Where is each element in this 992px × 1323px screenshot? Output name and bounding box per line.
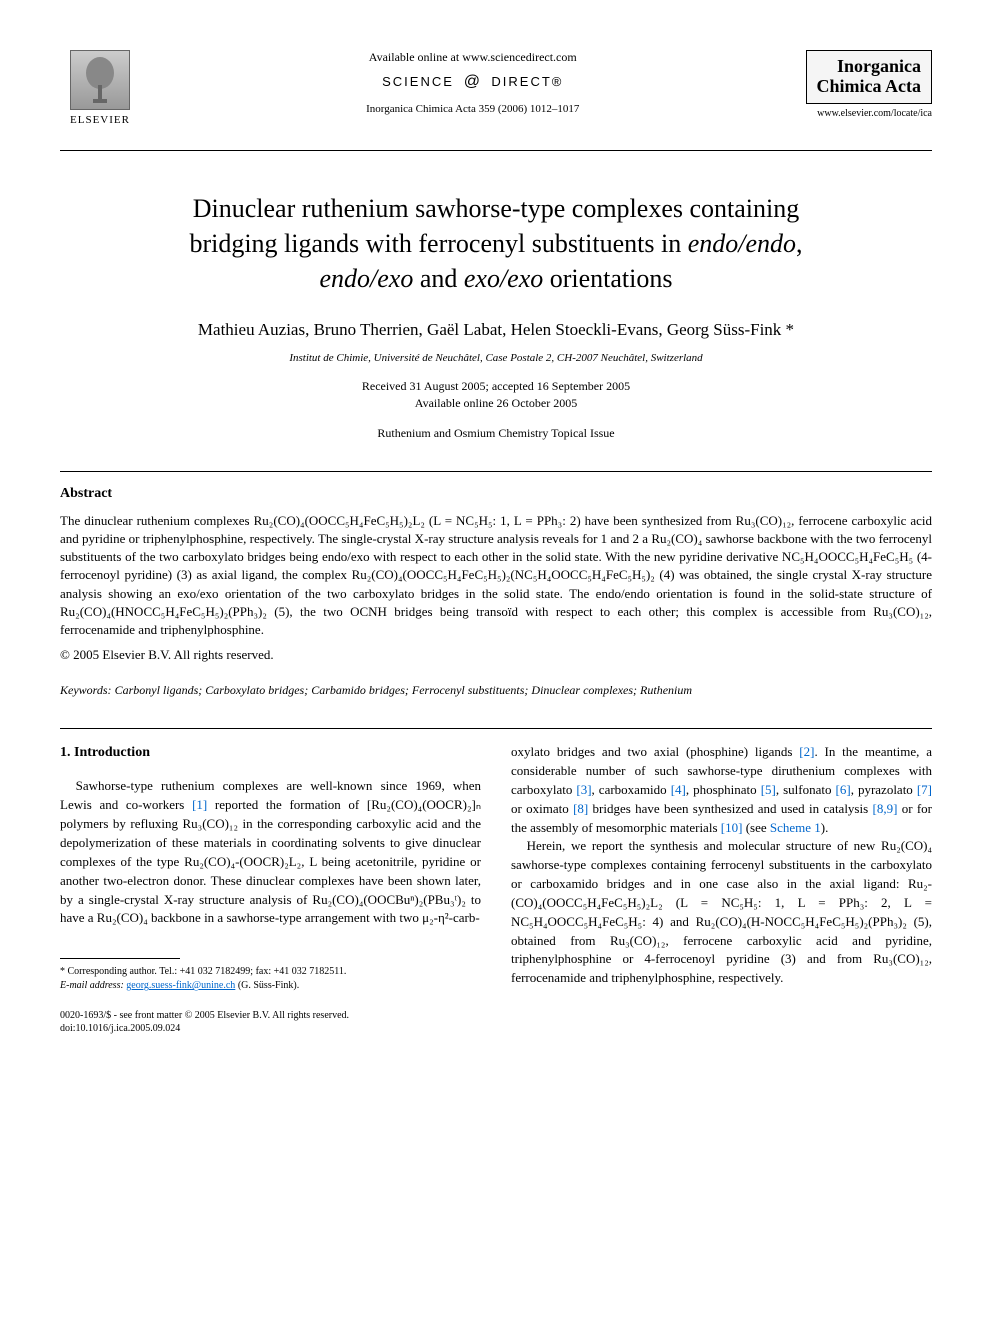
issn-line: 0020-1693/$ - see front matter © 2005 El… — [60, 1009, 481, 1022]
abstract-heading: Abstract — [60, 486, 932, 502]
intro-para-1-cont: oxylato bridges and two axial (phosphine… — [511, 743, 932, 837]
intro-para-1: Sawhorse-type ruthenium complexes are we… — [60, 777, 481, 928]
journal-url: www.elsevier.com/locate/ica — [806, 108, 932, 119]
title-endo-endo: endo/endo — [688, 229, 796, 258]
abstract-top-rule — [60, 471, 932, 472]
ref-5[interactable]: [5] — [761, 782, 776, 797]
intro-c2-e: , sulfonato — [776, 782, 836, 797]
publisher-logo: ELSEVIER — [60, 50, 140, 140]
title-exo-exo: exo/exo — [464, 264, 543, 293]
intro-para-2: Herein, we report the synthesis and mole… — [511, 837, 932, 988]
title-line2c: , — [796, 229, 803, 258]
email-label: E-mail address: — [60, 980, 124, 991]
intro-c2-h: bridges have been synthesized and used i… — [588, 801, 872, 816]
abstract-body: The dinuclear ruthenium complexes Ru₂(CO… — [60, 512, 932, 639]
dates-block: Received 31 August 2005; accepted 16 Sep… — [60, 378, 932, 412]
sd-text-1: SCIENCE — [382, 74, 454, 89]
journal-title-line1: Inorganica — [817, 57, 921, 77]
intro-p1-b: reported the formation of [Ru₂(CO)₄(OOCR… — [60, 797, 481, 925]
title-endo-exo: endo/exo — [319, 264, 413, 293]
intro-heading: 1. Introduction — [60, 743, 481, 763]
journal-box: Inorganica Chimica Acta www.elsevier.com… — [806, 50, 932, 119]
available-date: Available online 26 October 2005 — [60, 395, 932, 412]
affiliation: Institut de Chimie, Université de Neuchâ… — [60, 352, 932, 364]
intro-c2-f: , pyrazolato — [851, 782, 917, 797]
keywords: Keywords: Carbonyl ligands; Carboxylato … — [60, 683, 932, 698]
journal-title-box: Inorganica Chimica Acta — [806, 50, 932, 104]
footnote-block: * Corresponding author. Tel.: +41 032 71… — [60, 965, 481, 993]
top-header: ELSEVIER Available online at www.science… — [60, 50, 932, 140]
keywords-label: Keywords: — [60, 683, 112, 697]
doi-line: doi:10.1016/j.ica.2005.09.024 — [60, 1022, 481, 1035]
topical-issue: Ruthenium and Osmium Chemistry Topical I… — [60, 426, 932, 441]
available-online-text: Available online at www.sciencedirect.co… — [140, 50, 806, 65]
journal-reference: Inorganica Chimica Acta 359 (2006) 1012–… — [140, 103, 806, 115]
title-line1: Dinuclear ruthenium sawhorse-type comple… — [193, 194, 799, 223]
ref-10[interactable]: [10] — [721, 820, 743, 835]
ref-8[interactable]: [8] — [573, 801, 588, 816]
ref-8-9[interactable]: [8,9] — [872, 801, 897, 816]
title-line3d: orientations — [543, 264, 672, 293]
column-right: oxylato bridges and two axial (phosphine… — [511, 743, 932, 1035]
sd-at-icon: @ — [464, 73, 482, 91]
received-date: Received 31 August 2005; accepted 16 Sep… — [60, 378, 932, 395]
article-title: Dinuclear ruthenium sawhorse-type comple… — [80, 191, 912, 296]
bottom-metadata: 0020-1693/$ - see front matter © 2005 El… — [60, 1009, 481, 1035]
ref-2[interactable]: [2] — [799, 744, 814, 759]
journal-title-line2: Chimica Acta — [817, 77, 921, 97]
center-header: Available online at www.sciencedirect.co… — [140, 50, 806, 115]
corresponding-author: * Corresponding author. Tel.: +41 032 71… — [60, 965, 481, 979]
column-left: 1. Introduction Sawhorse-type ruthenium … — [60, 743, 481, 1035]
ref-4[interactable]: [4] — [671, 782, 686, 797]
intro-c2-k: ). — [821, 820, 829, 835]
ref-6[interactable]: [6] — [836, 782, 851, 797]
email-person: (G. Süss-Fink). — [235, 980, 299, 991]
body-columns: 1. Introduction Sawhorse-type ruthenium … — [60, 743, 932, 1035]
keywords-bottom-rule — [60, 728, 932, 729]
science-direct-logo: SCIENCE @ DIRECT® — [140, 73, 806, 91]
intro-c2-j: (see — [742, 820, 769, 835]
elsevier-tree-icon — [70, 50, 130, 110]
title-line3b: and — [413, 264, 464, 293]
authors: Mathieu Auzias, Bruno Therrien, Gaël Lab… — [60, 320, 932, 340]
intro-c2-c: , carboxamido — [592, 782, 671, 797]
ref-1[interactable]: [1] — [192, 797, 207, 812]
email-line: E-mail address: georg.suess-fink@unine.c… — [60, 979, 481, 993]
intro-c2-a: oxylato bridges and two axial (phosphine… — [511, 744, 799, 759]
sd-text-2: DIRECT® — [491, 74, 563, 89]
header-divider — [60, 150, 932, 151]
intro-c2-d: , phosphinato — [686, 782, 761, 797]
title-line2a: bridging ligands with ferrocenyl substit… — [189, 229, 687, 258]
abstract-copyright: © 2005 Elsevier B.V. All rights reserved… — [60, 647, 932, 663]
email-address[interactable]: georg.suess-fink@unine.ch — [126, 980, 235, 991]
scheme-1-link[interactable]: Scheme 1 — [770, 820, 821, 835]
ref-3[interactable]: [3] — [576, 782, 591, 797]
keywords-text: Carbonyl ligands; Carboxylato bridges; C… — [112, 683, 692, 697]
footnote-separator — [60, 958, 180, 959]
ref-7[interactable]: [7] — [917, 782, 932, 797]
intro-c2-g: or oximato — [511, 801, 573, 816]
publisher-name: ELSEVIER — [70, 114, 130, 126]
